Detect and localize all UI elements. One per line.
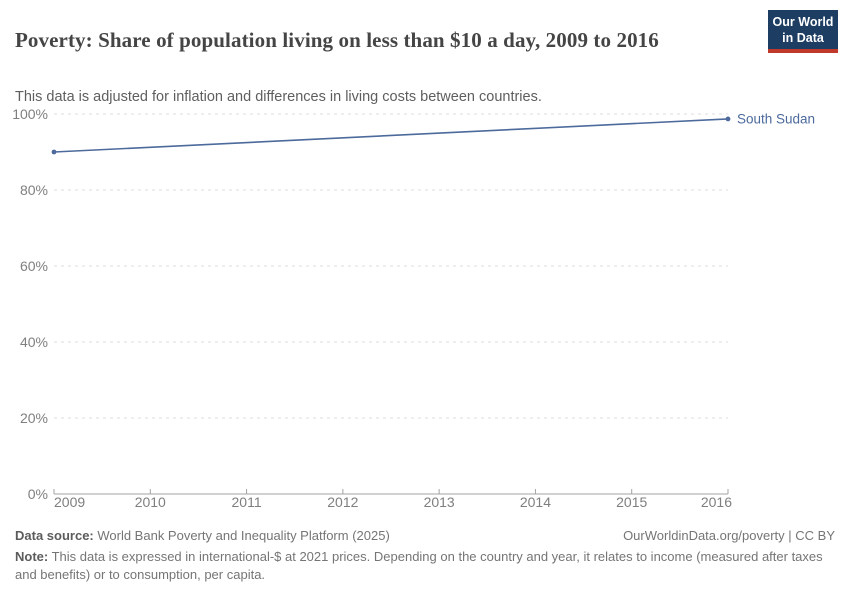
- data-source-text: World Bank Poverty and Inequality Platfo…: [93, 528, 390, 543]
- data-point-end[interactable]: [725, 116, 731, 122]
- page-subtitle: This data is adjusted for inflation and …: [15, 88, 542, 105]
- y-tick-label: 100%: [12, 106, 48, 122]
- data-point-start[interactable]: [51, 149, 57, 155]
- series-line-south-sudan[interactable]: [53, 118, 729, 153]
- owid-logo[interactable]: Our World in Data: [768, 10, 838, 53]
- y-tick-label: 60%: [20, 258, 48, 274]
- x-tick-label: 2015: [616, 494, 647, 510]
- line-chart-canvas: 0% 20% 40% 60% 80% 100% 2009 2010 2011 2012 2013 20…: [12, 106, 815, 510]
- data-source-line: Data source: World Bank Poverty and Ineq…: [15, 528, 390, 543]
- chart-footer: Data source: World Bank Poverty and Ineq…: [15, 528, 835, 583]
- x-tick-label: 2011: [232, 494, 262, 510]
- x-tick-label: 2013: [424, 494, 455, 510]
- y-tick-label: 20%: [20, 410, 48, 426]
- x-tick-label: 2012: [327, 494, 358, 510]
- x-tick-label: 2009: [54, 494, 85, 510]
- note-line: Note: This data is expressed in internat…: [15, 548, 835, 583]
- note-label: Note:: [15, 549, 49, 564]
- page-title: Poverty: Share of population living on l…: [15, 28, 659, 53]
- owid-logo-line1: Our World: [772, 15, 834, 29]
- series-label[interactable]: South Sudan: [737, 111, 815, 126]
- note-text: This data is expressed in international-…: [15, 549, 823, 582]
- x-tick-label: 2010: [135, 494, 166, 510]
- x-tick-label: 2016: [701, 494, 732, 510]
- data-source-label: Data source:: [15, 528, 94, 543]
- y-tick-label: 80%: [20, 182, 48, 198]
- x-tick-label: 2014: [520, 494, 551, 510]
- y-tick-label: 0%: [28, 486, 48, 502]
- rights-link[interactable]: OurWorldinData.org/poverty | CC BY: [623, 528, 835, 543]
- y-tick-label: 40%: [20, 334, 48, 350]
- owid-logo-line2: in Data: [782, 31, 824, 45]
